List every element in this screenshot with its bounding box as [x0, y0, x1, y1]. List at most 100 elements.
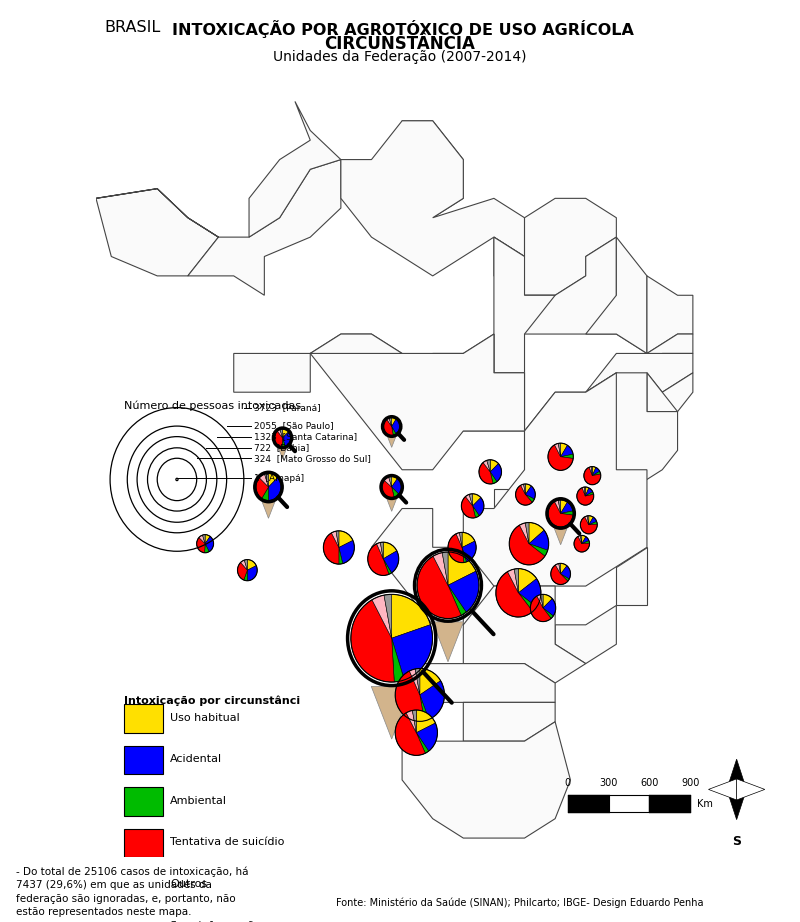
- Wedge shape: [554, 500, 561, 514]
- Wedge shape: [526, 486, 535, 499]
- Wedge shape: [558, 563, 561, 573]
- Wedge shape: [490, 460, 498, 472]
- Wedge shape: [582, 487, 586, 496]
- Wedge shape: [262, 487, 269, 501]
- Wedge shape: [543, 608, 554, 619]
- Wedge shape: [339, 548, 342, 564]
- Wedge shape: [384, 595, 392, 638]
- Wedge shape: [473, 506, 479, 517]
- Text: S: S: [732, 834, 741, 847]
- Wedge shape: [339, 540, 354, 563]
- Wedge shape: [415, 668, 420, 695]
- Wedge shape: [591, 467, 592, 476]
- Wedge shape: [580, 517, 598, 534]
- Text: BRASIL: BRASIL: [104, 20, 160, 35]
- Wedge shape: [529, 523, 544, 544]
- Text: Número de pessoas intoxicadas: Número de pessoas intoxicadas: [124, 401, 302, 411]
- Wedge shape: [589, 515, 594, 525]
- Wedge shape: [462, 497, 475, 518]
- Wedge shape: [490, 464, 502, 481]
- Polygon shape: [525, 237, 647, 353]
- Wedge shape: [395, 671, 425, 721]
- Wedge shape: [462, 532, 475, 548]
- Wedge shape: [416, 723, 438, 751]
- Wedge shape: [448, 585, 466, 615]
- Polygon shape: [726, 759, 746, 789]
- Polygon shape: [463, 372, 647, 586]
- Polygon shape: [310, 334, 525, 469]
- Wedge shape: [580, 536, 582, 544]
- Wedge shape: [521, 484, 526, 494]
- Polygon shape: [402, 722, 570, 838]
- Text: 324  [Mato Grosso do Sul]: 324 [Mato Grosso do Sul]: [254, 454, 371, 463]
- Wedge shape: [202, 535, 205, 544]
- Wedge shape: [383, 542, 397, 559]
- Wedge shape: [247, 560, 256, 570]
- Wedge shape: [558, 500, 561, 514]
- Wedge shape: [392, 479, 402, 494]
- Wedge shape: [368, 544, 389, 575]
- Text: Ambiental: Ambiental: [170, 796, 227, 806]
- Wedge shape: [490, 472, 497, 484]
- Polygon shape: [463, 586, 586, 683]
- Wedge shape: [518, 593, 537, 611]
- Wedge shape: [584, 467, 601, 485]
- Polygon shape: [96, 160, 341, 295]
- Wedge shape: [433, 552, 448, 585]
- Wedge shape: [530, 596, 551, 621]
- Text: 1323  [Santa Catarina]: 1323 [Santa Catarina]: [254, 432, 358, 441]
- Wedge shape: [392, 418, 396, 427]
- Wedge shape: [483, 460, 490, 472]
- Wedge shape: [561, 500, 567, 514]
- Text: Unidades da Federação (2007-2014): Unidades da Federação (2007-2014): [274, 50, 526, 64]
- Wedge shape: [420, 695, 429, 721]
- Polygon shape: [555, 606, 616, 664]
- Wedge shape: [526, 484, 531, 494]
- Wedge shape: [448, 571, 479, 612]
- Wedge shape: [469, 494, 473, 506]
- Text: 0: 0: [565, 778, 570, 788]
- Wedge shape: [561, 563, 567, 573]
- Wedge shape: [269, 478, 281, 501]
- Wedge shape: [392, 477, 398, 487]
- Wedge shape: [383, 559, 391, 574]
- Wedge shape: [389, 418, 392, 427]
- Text: 900: 900: [681, 778, 699, 788]
- Wedge shape: [543, 598, 556, 616]
- Wedge shape: [526, 494, 534, 502]
- Text: Outros: Outros: [170, 879, 207, 889]
- Wedge shape: [323, 533, 339, 564]
- Wedge shape: [392, 625, 433, 680]
- Wedge shape: [265, 473, 269, 487]
- Polygon shape: [586, 237, 647, 353]
- Wedge shape: [592, 471, 601, 476]
- Wedge shape: [336, 531, 339, 548]
- Wedge shape: [561, 455, 574, 458]
- Wedge shape: [561, 573, 570, 581]
- Wedge shape: [420, 668, 441, 695]
- Wedge shape: [548, 444, 574, 470]
- Bar: [124, 787, 163, 816]
- Polygon shape: [386, 499, 397, 512]
- Polygon shape: [494, 490, 510, 509]
- Wedge shape: [578, 536, 582, 544]
- Text: INTOXICAÇÃO POR AGROTÓXICO DE USO AGRÍCOLA: INTOXICAÇÃO POR AGROTÓXICO DE USO AGRÍCO…: [172, 20, 634, 39]
- Polygon shape: [647, 276, 693, 353]
- Polygon shape: [234, 334, 402, 392]
- Bar: [124, 746, 163, 774]
- Wedge shape: [586, 488, 593, 496]
- Wedge shape: [448, 552, 476, 585]
- Wedge shape: [577, 488, 594, 505]
- Wedge shape: [269, 473, 278, 487]
- Wedge shape: [558, 443, 561, 456]
- Wedge shape: [574, 537, 590, 552]
- Wedge shape: [244, 560, 247, 570]
- Text: Intoxicação por circunstânci: Intoxicação por circunstânci: [124, 696, 300, 706]
- Wedge shape: [555, 563, 561, 573]
- Text: 722  [Bahia]: 722 [Bahia]: [254, 443, 310, 453]
- Polygon shape: [647, 372, 678, 411]
- Polygon shape: [463, 703, 555, 741]
- Wedge shape: [372, 595, 392, 638]
- Wedge shape: [417, 556, 461, 619]
- Polygon shape: [647, 372, 693, 411]
